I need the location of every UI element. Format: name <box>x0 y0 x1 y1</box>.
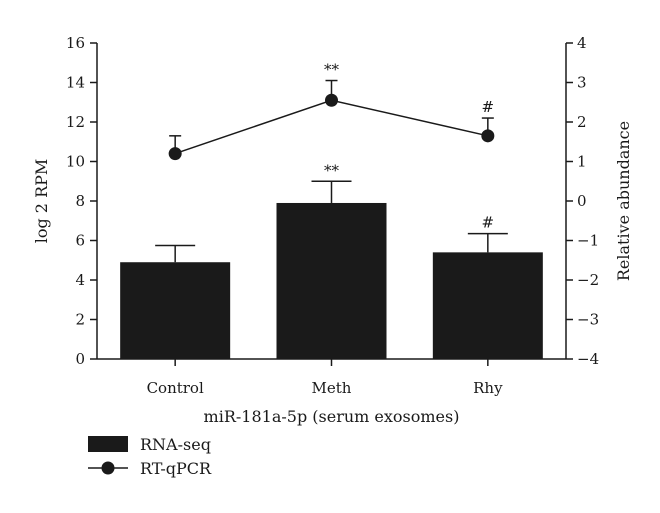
y-tick-label-right: 3 <box>577 74 587 92</box>
bar <box>276 202 387 359</box>
point-significance-label: ** <box>324 61 340 79</box>
bar <box>432 252 543 359</box>
x-tick-label: Rhy <box>473 379 503 397</box>
labels: log 2 RPM Relative abundance miR-181a-5p… <box>32 121 633 426</box>
y-tick-label-left: 8 <box>75 192 85 210</box>
bar-significance-label: # <box>482 214 495 232</box>
y-tick-label-left: 4 <box>75 271 85 289</box>
bar-significance-label: ** <box>324 161 340 179</box>
y-tick-label-left: 10 <box>66 153 85 171</box>
bar <box>120 262 231 359</box>
legend-swatch-rna-seq <box>88 436 128 452</box>
y-tick-label-right: 1 <box>577 153 587 171</box>
y-tick-label-left: 6 <box>75 232 85 250</box>
point-significance-label: # <box>482 98 495 116</box>
y-tick-label-right: −4 <box>577 350 599 368</box>
y-tick-label-right: 4 <box>577 34 587 52</box>
y-axis-label-right: Relative abundance <box>614 121 633 281</box>
legend-label-rt-qpcr: RT-qPCR <box>140 459 212 478</box>
y-tick-label-right: −2 <box>577 271 599 289</box>
y-axis-label-left: log 2 RPM <box>32 159 51 244</box>
y-tick-label-left: 2 <box>75 311 85 329</box>
y-tick-label-right: −3 <box>577 311 599 329</box>
legend: RNA-seq RT-qPCR <box>88 435 212 478</box>
y-tick-label-right: −1 <box>577 232 599 250</box>
line-series: ** # <box>168 61 495 161</box>
y-tick-label-left: 0 <box>75 350 85 368</box>
y-tick-label-left: 14 <box>66 74 85 92</box>
data-point <box>325 93 338 107</box>
y-tick-label-left: 12 <box>66 113 85 131</box>
x-axis-label: miR-181a-5p (serum exosomes) <box>204 407 460 426</box>
bars: ** # <box>120 161 543 359</box>
y-tick-label-right: 0 <box>577 192 587 210</box>
y-tick-label-right: 2 <box>577 113 587 131</box>
legend-swatch-rt-qpcr-marker <box>101 461 115 475</box>
legend-label-rna-seq: RNA-seq <box>140 435 211 454</box>
data-point <box>168 147 182 161</box>
y-tick-label-left: 16 <box>66 34 85 52</box>
rt-qpcr-line <box>174 99 488 155</box>
data-point <box>481 129 495 143</box>
x-tick-label: Control <box>147 379 204 397</box>
x-tick-label: Meth <box>312 379 352 397</box>
